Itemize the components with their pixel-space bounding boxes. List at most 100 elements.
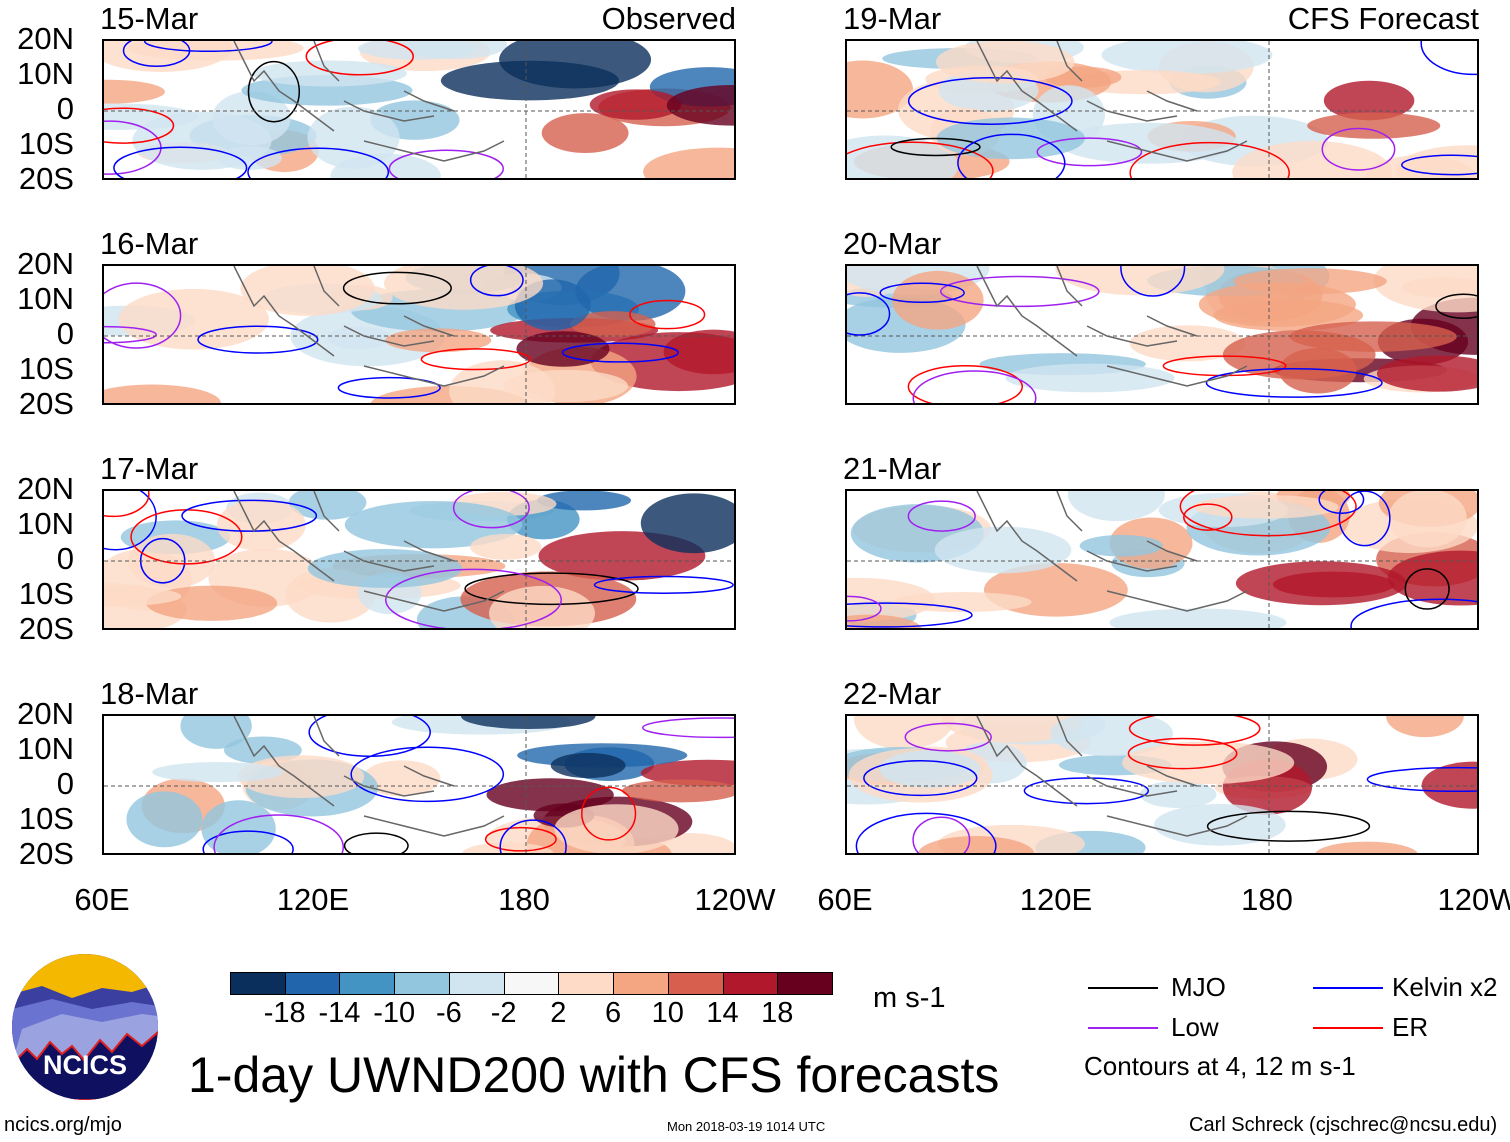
wind-shading <box>1421 761 1477 809</box>
colorbar-swatch <box>722 972 779 995</box>
contour-line <box>499 819 567 853</box>
contour-line <box>1366 766 1477 792</box>
wind-shading <box>307 106 400 169</box>
contour-line <box>202 830 294 853</box>
wind-shading <box>847 577 936 622</box>
contour-line <box>197 325 319 354</box>
coastline <box>233 491 505 612</box>
legend-line-low <box>1088 1027 1158 1029</box>
contour-line <box>907 77 1073 125</box>
contour-line <box>847 602 973 628</box>
panel-date: 18-Mar <box>100 676 199 711</box>
wind-shading <box>240 266 375 316</box>
contour-line <box>939 275 1100 308</box>
lat-label: 20S <box>18 386 74 421</box>
contour-line <box>847 595 882 622</box>
wind-shading <box>936 117 1085 160</box>
contour-line <box>1318 491 1365 515</box>
wind-shading <box>384 266 544 310</box>
lat-label: 10S <box>18 351 74 386</box>
wind-shading <box>640 493 734 554</box>
wind-shading <box>217 146 282 170</box>
colorbar-units: m s-1 <box>873 982 946 1014</box>
colorbar-swatch <box>284 972 341 995</box>
colorbar-label: -18 <box>263 997 306 1029</box>
wind-shading <box>1101 41 1273 74</box>
wind-shading <box>643 147 734 178</box>
lat-label: 10N <box>17 731 74 766</box>
footer-timestamp: Mon 2018-03-19 1014 UTC <box>667 1119 826 1134</box>
wind-shading <box>470 533 542 560</box>
coastline <box>233 266 505 387</box>
contour-line <box>904 722 992 752</box>
colorbar-swatch <box>558 972 615 995</box>
panel-tag: CFS Forecast <box>1287 1 1479 36</box>
wind-shading <box>1067 491 1165 522</box>
contour-line <box>1162 355 1287 377</box>
wind-shading <box>1050 716 1174 757</box>
wind-shading <box>550 752 626 779</box>
colorbar-swatch <box>613 972 669 995</box>
wind-shading <box>152 762 284 783</box>
contour-line <box>1036 137 1143 167</box>
wind-shading <box>1365 155 1476 178</box>
coastline <box>976 41 1248 162</box>
lat-label: 20N <box>17 471 74 506</box>
wind-shading <box>449 360 556 403</box>
coastline <box>233 716 505 837</box>
contour-line <box>1205 367 1383 398</box>
wind-shading <box>1235 561 1407 606</box>
legend-label-low: Low <box>1171 1012 1219 1042</box>
contour-line <box>122 41 191 67</box>
contour-line <box>181 499 318 532</box>
contour-line <box>104 282 182 349</box>
contour-line <box>1206 810 1371 842</box>
legend-label-er: ER <box>1392 1012 1429 1042</box>
wind-shading <box>180 716 252 749</box>
contour-line <box>581 786 637 841</box>
panel-tag: Observed <box>601 1 736 36</box>
contour-line <box>1127 737 1238 770</box>
contour-line <box>561 342 679 363</box>
colorbar-swatch <box>394 972 450 995</box>
contour-line <box>1023 777 1150 805</box>
legend-line-kelvin <box>1313 987 1383 989</box>
colorbar-label: 18 <box>761 997 794 1029</box>
contour-line <box>1420 41 1477 76</box>
wind-shading <box>1307 112 1441 139</box>
wind-shading <box>288 491 367 520</box>
lat-label: 20S <box>18 161 74 196</box>
lat-label: 20N <box>17 246 74 281</box>
contour-line <box>350 746 505 803</box>
wind-shading <box>216 499 306 551</box>
coastline <box>976 491 1248 612</box>
map-panel-15-mar <box>102 39 736 180</box>
map-panel-17-mar <box>102 489 736 630</box>
wind-shading <box>128 533 216 589</box>
wind-shading <box>847 60 914 119</box>
panel-date: 15-Mar <box>100 1 199 36</box>
contour-line <box>1401 154 1477 176</box>
colorbar-label: 10 <box>651 997 684 1029</box>
colorbar-swatch <box>667 972 724 995</box>
colorbar-swatch <box>230 972 286 995</box>
wind-shading <box>536 491 632 511</box>
contour-line <box>847 292 891 336</box>
contour-line <box>384 568 562 628</box>
map-panel-20-mar <box>845 264 1479 405</box>
contour-line <box>305 41 414 76</box>
wind-shading <box>104 586 182 607</box>
figure-title: 1-day UWND200 with CFS forecasts <box>188 1047 1000 1103</box>
contour-line <box>879 282 965 304</box>
wind-shading <box>489 585 595 628</box>
lon-label: 120W <box>694 882 776 917</box>
contour-line <box>388 149 505 178</box>
wind-shading <box>1129 325 1246 362</box>
wind-shading <box>104 41 233 72</box>
contour-line <box>912 370 1037 403</box>
wind-shading <box>589 89 682 120</box>
footer-url[interactable]: ncics.org/mjo <box>4 1114 122 1136</box>
wind-shading <box>640 759 734 787</box>
contour-line <box>213 814 345 853</box>
lon-label: 120W <box>1437 882 1510 917</box>
